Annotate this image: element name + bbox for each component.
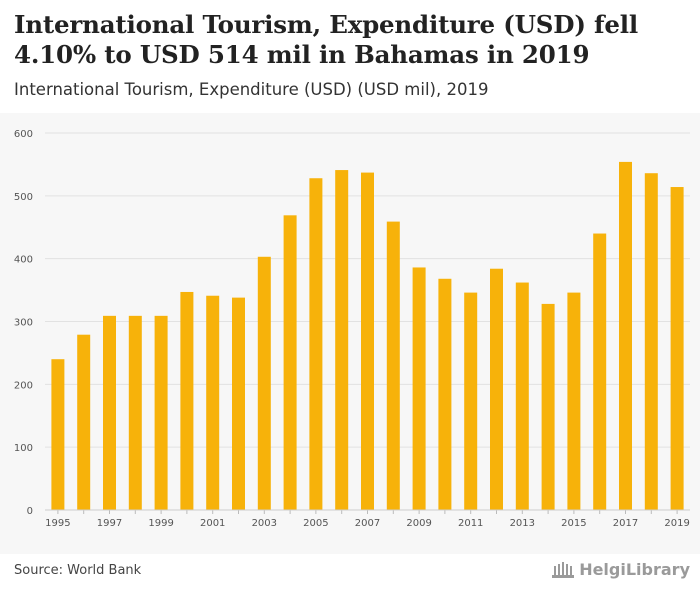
bar-chart: 0 100 200 300 400 500 600 1995 1997 1999 2001 2003 2… — [14, 129, 690, 529]
x-tick-label: 1997 — [97, 518, 122, 529]
x-tick-label: 2019 — [664, 518, 689, 529]
chart-subtitle: International Tourism, Expenditure (USD)… — [14, 80, 489, 99]
bar-2004 — [283, 215, 297, 510]
x-tick-label: 2017 — [613, 518, 638, 529]
bar-2002 — [232, 297, 245, 510]
x-tick-label: 1995 — [45, 518, 70, 529]
x-tick-label: 2007 — [355, 518, 380, 529]
x-tick-label: 2003 — [252, 518, 277, 529]
y-tick-label: 400 — [14, 255, 33, 266]
y-tick-label: 200 — [14, 380, 33, 391]
x-tick-label: 2001 — [200, 518, 225, 529]
x-tick-label: 2015 — [561, 518, 586, 529]
x-tick-label: 2011 — [458, 518, 483, 529]
bar-2001 — [206, 295, 220, 510]
bar-1998 — [128, 315, 142, 510]
y-tick-label: 100 — [14, 443, 33, 454]
x-tick-label: 1999 — [148, 518, 173, 529]
bar-2013 — [515, 282, 529, 510]
bar-2015 — [567, 292, 581, 510]
bar-2016 — [593, 233, 607, 510]
x-tick-label: 2009 — [406, 518, 431, 529]
bar-2003 — [257, 256, 271, 510]
chart-title: International Tourism, Expenditure (USD)… — [14, 10, 638, 69]
bar-2018 — [644, 173, 658, 511]
bar-2005 — [309, 178, 323, 510]
x-tick-label: 2005 — [303, 518, 328, 529]
x-tick-label: 2013 — [510, 518, 535, 529]
bar-2006 — [335, 170, 349, 511]
bar-2012 — [490, 268, 503, 510]
bar-1995 — [51, 359, 65, 510]
logo-text: HelgiLibrary — [579, 560, 690, 579]
bar-2011 — [464, 292, 478, 510]
source-note: Source: World Bank — [14, 563, 142, 578]
bar-2019 — [670, 187, 684, 510]
plot-background — [0, 113, 700, 554]
bar-2008 — [386, 221, 400, 510]
bar-1999 — [154, 315, 168, 510]
bar-2014 — [541, 303, 555, 510]
bar-2010 — [438, 278, 452, 510]
bar-2007 — [361, 172, 374, 510]
y-tick-label: 300 — [14, 318, 33, 329]
y-tick-label: 600 — [14, 129, 33, 140]
bar-2009 — [412, 267, 426, 510]
bar-2017 — [619, 161, 632, 511]
bar-1996 — [77, 334, 91, 510]
y-tick-label: 500 — [14, 192, 33, 203]
y-tick-label: 0 — [27, 506, 33, 517]
library-building-icon — [552, 561, 575, 578]
bar-1997 — [103, 315, 116, 510]
bar-2000 — [180, 291, 194, 510]
helgilibrary-logo[interactable]: HelgiLibrary — [551, 560, 690, 579]
